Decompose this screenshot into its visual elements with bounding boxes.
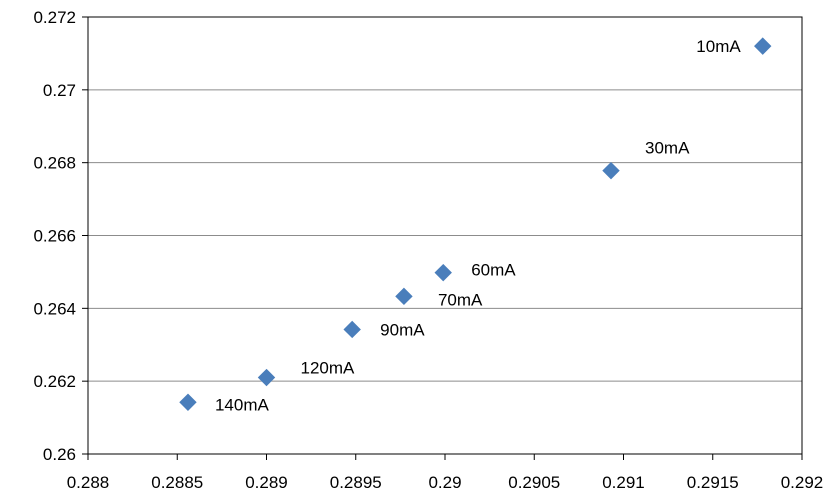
data-point (343, 320, 361, 339)
data-label: 10mA (696, 37, 741, 56)
x-tick-label: 0.291 (602, 473, 645, 492)
x-axis-ticks: 0.288 0.2885 0.289 0.2895 0.29 0.2905 0.291 0.2… (67, 454, 824, 492)
y-tick-label: 0.272 (33, 8, 76, 27)
x-tick-label: 0.2885 (151, 473, 203, 492)
x-tick-label: 0.2905 (508, 473, 560, 492)
x-tick-label: 0.289 (245, 473, 288, 492)
x-tick-label: 0.288 (67, 473, 110, 492)
data-point (257, 368, 276, 387)
x-tick-label: 0.29 (428, 473, 461, 492)
data-label: 120mA (301, 359, 356, 378)
y-tick-label: 0.26 (43, 445, 76, 464)
y-tick-label: 0.27 (43, 81, 76, 100)
data-point (179, 393, 197, 411)
data-label: 30mA (645, 139, 690, 158)
data-point (754, 37, 772, 55)
x-tick-label: 0.2895 (330, 473, 382, 492)
data-points (179, 37, 772, 411)
grid-lines (88, 16, 802, 455)
data-label: 60mA (471, 261, 516, 280)
y-tick-label: 0.266 (33, 227, 76, 246)
data-point (395, 287, 413, 306)
x-tick-label: 0.2915 (687, 473, 739, 492)
y-tick-label: 0.264 (33, 299, 76, 318)
data-point (434, 263, 452, 282)
x-tick-label: 0.292 (781, 473, 824, 492)
y-tick-label: 0.268 (33, 154, 76, 173)
data-labels: 10mA 30mA 60mA 70mA 90mA 120mA 140mA (215, 37, 741, 414)
data-label: 90mA (380, 320, 425, 339)
data-label: 140mA (215, 395, 270, 414)
data-point (602, 161, 620, 180)
y-tick-label: 0.262 (33, 372, 76, 391)
data-label: 70mA (438, 290, 483, 309)
y-axis-ticks: 0.26 0.262 0.264 0.266 0.268 0.27 0.272 (33, 8, 88, 464)
